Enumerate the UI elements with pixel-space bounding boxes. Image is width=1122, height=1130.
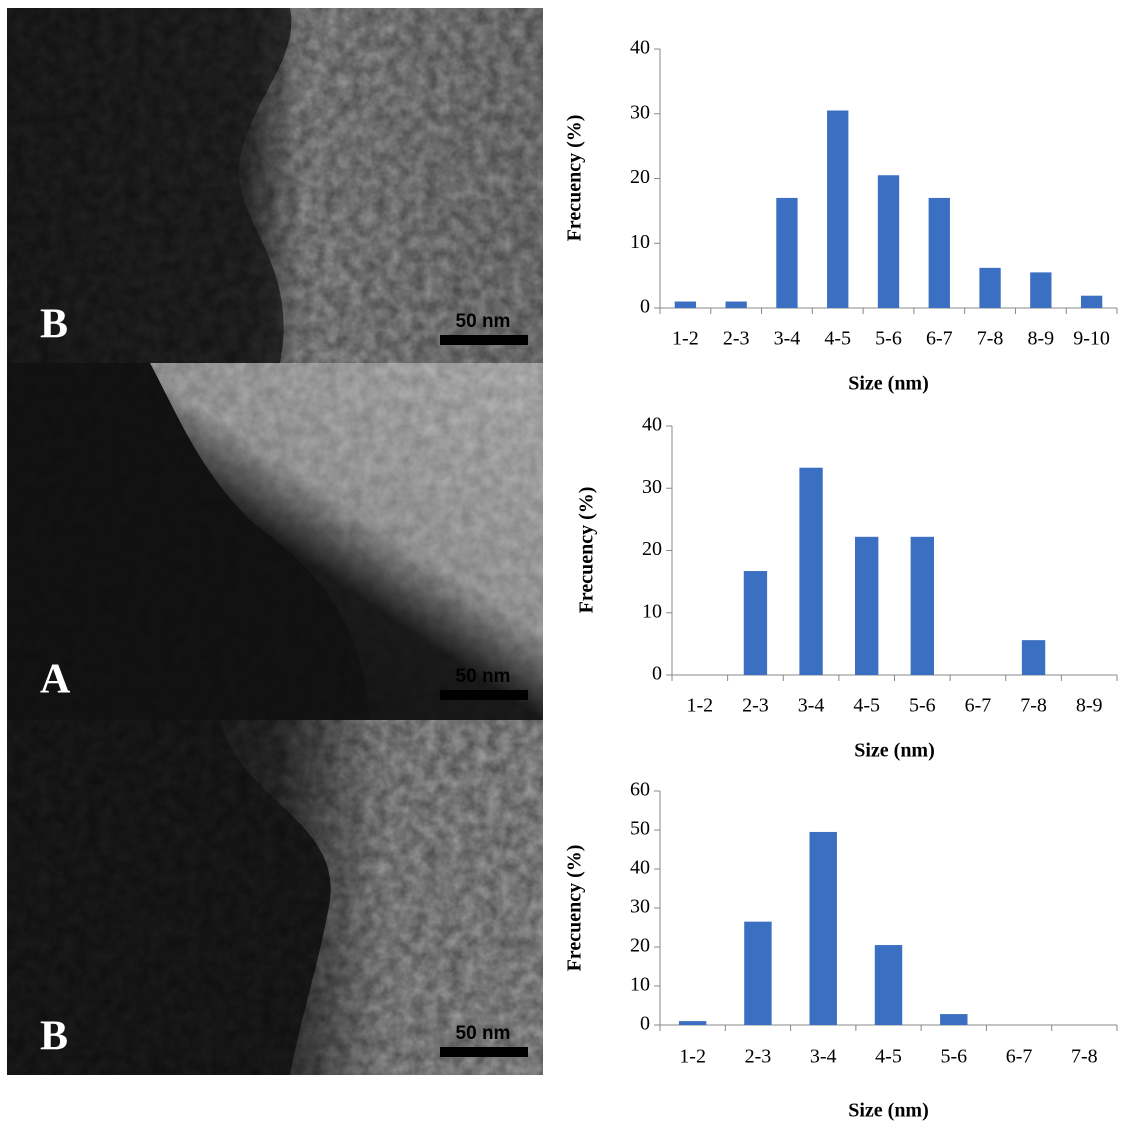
y-tick-label: 10 xyxy=(642,600,662,622)
panel-label: B xyxy=(40,302,68,348)
y-tick-label: 60 xyxy=(630,779,650,801)
x-tick-label: 3-4 xyxy=(774,328,801,350)
x-tick-label: 3-4 xyxy=(810,1046,837,1068)
x-tick-label: 8-9 xyxy=(1076,695,1103,717)
x-tick-label: 6-7 xyxy=(926,328,953,350)
bar xyxy=(855,536,879,675)
scale-bar-label: 50 nm xyxy=(456,1023,511,1044)
x-tick-label: 1-2 xyxy=(679,1046,706,1068)
y-tick-label: 30 xyxy=(642,476,662,498)
x-tick-label: 3-4 xyxy=(798,695,825,717)
x-tick-label: 4-5 xyxy=(853,695,880,717)
x-tick-label: 4-5 xyxy=(824,328,851,350)
bar xyxy=(1021,640,1046,675)
x-axis-title: Size (nm) xyxy=(848,373,929,395)
bar xyxy=(940,1014,968,1025)
bar xyxy=(809,831,837,1025)
y-tick-label: 40 xyxy=(630,857,650,879)
y-tick-label: 0 xyxy=(652,663,662,685)
bar xyxy=(678,1021,707,1025)
panel-label: B xyxy=(40,1014,68,1060)
x-tick-label: 9-10 xyxy=(1073,328,1110,350)
x-tick-label: 2-3 xyxy=(745,1046,772,1068)
x-tick-label: 4-5 xyxy=(875,1046,902,1068)
x-tick-label: 6-7 xyxy=(1006,1046,1033,1068)
bar xyxy=(776,197,798,308)
x-tick-label: 2-3 xyxy=(742,695,769,717)
bar xyxy=(877,175,900,308)
y-axis-title: Frecuency (%) xyxy=(564,845,586,972)
y-tick-label: 40 xyxy=(630,37,650,59)
y-tick-label: 10 xyxy=(630,231,650,253)
x-tick-label: 1-2 xyxy=(686,695,713,717)
panel-label: A xyxy=(40,657,71,703)
x-tick-label: 7-8 xyxy=(977,328,1004,350)
bar xyxy=(928,197,950,308)
x-tick-label: 6-7 xyxy=(965,695,992,717)
y-tick-label: 20 xyxy=(630,935,650,957)
bar xyxy=(725,301,747,308)
scale-bar-label: 50 nm xyxy=(456,311,511,332)
y-tick-label: 20 xyxy=(630,166,650,188)
x-tick-label: 7-8 xyxy=(1020,695,1047,717)
x-tick-label: 2-3 xyxy=(723,328,750,350)
scale-bar xyxy=(440,690,528,700)
bar xyxy=(827,110,849,308)
bar xyxy=(674,301,697,308)
bar xyxy=(744,921,772,1025)
x-tick-label: 5-6 xyxy=(909,695,936,717)
y-tick-label: 20 xyxy=(642,538,662,560)
y-tick-label: 40 xyxy=(642,414,662,436)
y-tick-label: 50 xyxy=(630,818,650,840)
tem-image xyxy=(7,8,543,1075)
x-tick-label: 5-6 xyxy=(875,328,902,350)
bar xyxy=(874,945,903,1025)
y-tick-label: 30 xyxy=(630,101,650,123)
bar xyxy=(1080,295,1103,308)
y-tick-label: 10 xyxy=(630,974,650,996)
scale-bar-label: 50 nm xyxy=(456,666,511,687)
bar xyxy=(1030,272,1052,308)
scale-bar xyxy=(440,335,528,345)
bar xyxy=(799,467,823,675)
x-axis-title: Size (nm) xyxy=(854,740,935,762)
y-tick-label: 0 xyxy=(640,296,650,318)
x-axis-title: Size (nm) xyxy=(848,1100,929,1122)
x-tick-label: 5-6 xyxy=(940,1046,967,1068)
bar xyxy=(910,536,934,675)
bar xyxy=(979,267,1001,308)
x-tick-label: 1-2 xyxy=(672,328,699,350)
y-axis-title: Frecuency (%) xyxy=(564,115,586,242)
y-tick-label: 0 xyxy=(640,1013,650,1035)
x-tick-label: 8-9 xyxy=(1027,328,1054,350)
bar xyxy=(743,571,768,675)
y-axis-title: Frecuency (%) xyxy=(576,487,598,614)
scale-bar xyxy=(440,1047,528,1057)
y-tick-label: 30 xyxy=(630,896,650,918)
x-tick-label: 7-8 xyxy=(1071,1046,1098,1068)
